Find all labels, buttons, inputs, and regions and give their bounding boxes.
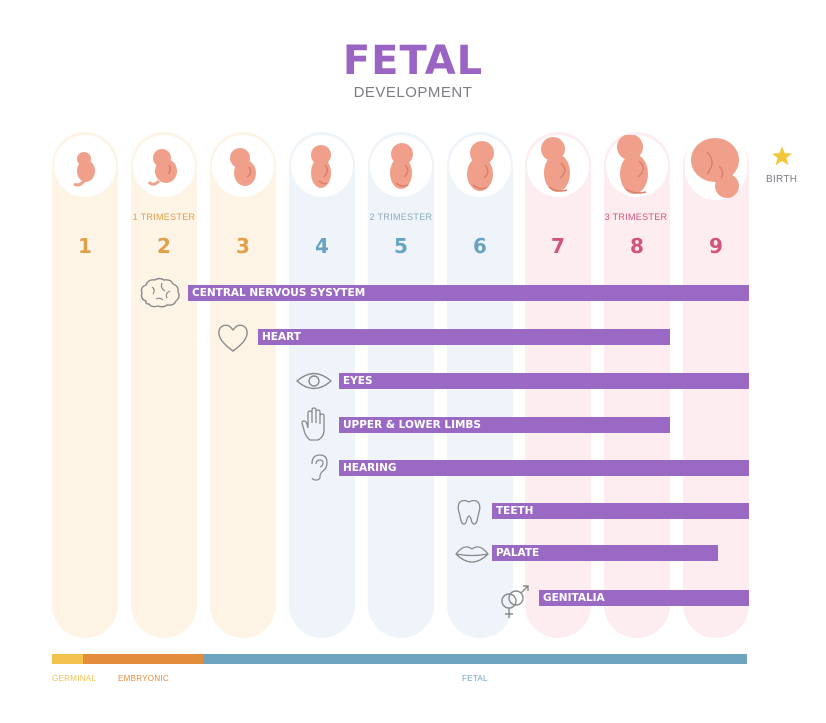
month-number-6: 6 [473, 234, 487, 258]
trimester-label-3: 3 TRIMESTER [604, 212, 668, 222]
month-number-8: 8 [630, 234, 644, 258]
month-number-3: 3 [236, 234, 250, 258]
month-column-2 [131, 132, 197, 638]
tooth-icon [457, 499, 481, 525]
fetus-month-7 [527, 135, 589, 197]
phase-label-germinal: GERMINAL [52, 674, 97, 683]
fetus-month-4 [291, 135, 353, 197]
milestone-bar-hearing: HEARING [339, 460, 749, 476]
fetus-month-9 [685, 130, 747, 200]
fetus-month-8 [606, 135, 668, 197]
milestone-label: PALATE [496, 547, 540, 559]
milestone-label: CENTRAL NERVOUS SYSYTEM [192, 287, 366, 299]
milestone-label: EYES [343, 375, 373, 387]
page-subtitle: DEVELOPMENT [353, 84, 473, 101]
trimester-label-1: 1 TRIMESTER [132, 212, 196, 222]
trimester-label-2: 2 TRIMESTER [369, 212, 433, 222]
eye-icon [295, 372, 333, 390]
fetus-month-3 [212, 135, 274, 197]
phase-bar-embryonic [83, 654, 203, 664]
month-number-9: 9 [709, 234, 723, 258]
month-number-2: 2 [157, 234, 171, 258]
milestone-bar-eyes: EYES [339, 373, 749, 389]
ear-icon [311, 454, 328, 481]
month-number-5: 5 [394, 234, 408, 258]
brain-icon [140, 277, 180, 308]
fetus-month-2 [133, 135, 195, 197]
milestone-label: TEETH [496, 505, 534, 517]
month-column-3 [210, 132, 276, 638]
lips-icon [455, 546, 489, 563]
phase-label-embryonic: EMBRYONIC [118, 674, 170, 683]
milestone-bar-teeth: TEETH [492, 503, 749, 519]
fetus-month-6 [449, 135, 511, 197]
milestone-label: HEARING [343, 462, 397, 474]
month-number-1: 1 [78, 234, 92, 258]
phase-bar-germinal [52, 654, 83, 664]
gender-symbols-icon [501, 585, 529, 618]
milestone-bar-heart: HEART [258, 329, 670, 345]
page-title: FETAL [342, 38, 484, 84]
phase-label-fetal: FETAL [462, 674, 488, 683]
month-number-4: 4 [315, 234, 329, 258]
milestone-label: GENITALIA [543, 592, 605, 604]
birth-label: BIRTH [766, 174, 798, 185]
milestone-label: HEART [262, 331, 301, 343]
fetus-month-1 [54, 135, 116, 197]
milestone-label: UPPER & LOWER LIMBS [343, 419, 481, 431]
phase-bar-fetal [203, 654, 747, 664]
milestone-bar-central-nervous-system: CENTRAL NERVOUS SYSYTEM [188, 285, 749, 301]
month-number-7: 7 [551, 234, 565, 258]
milestone-bar-limbs: UPPER & LOWER LIMBS [339, 417, 670, 433]
heart-icon [218, 324, 248, 352]
milestone-bar-genitalia: GENITALIA [539, 590, 749, 606]
star-icon [771, 146, 793, 166]
hand-icon [301, 407, 325, 441]
month-column-1 [52, 132, 118, 638]
fetus-month-5 [370, 135, 432, 197]
milestone-bar-palate: PALATE [492, 545, 718, 561]
